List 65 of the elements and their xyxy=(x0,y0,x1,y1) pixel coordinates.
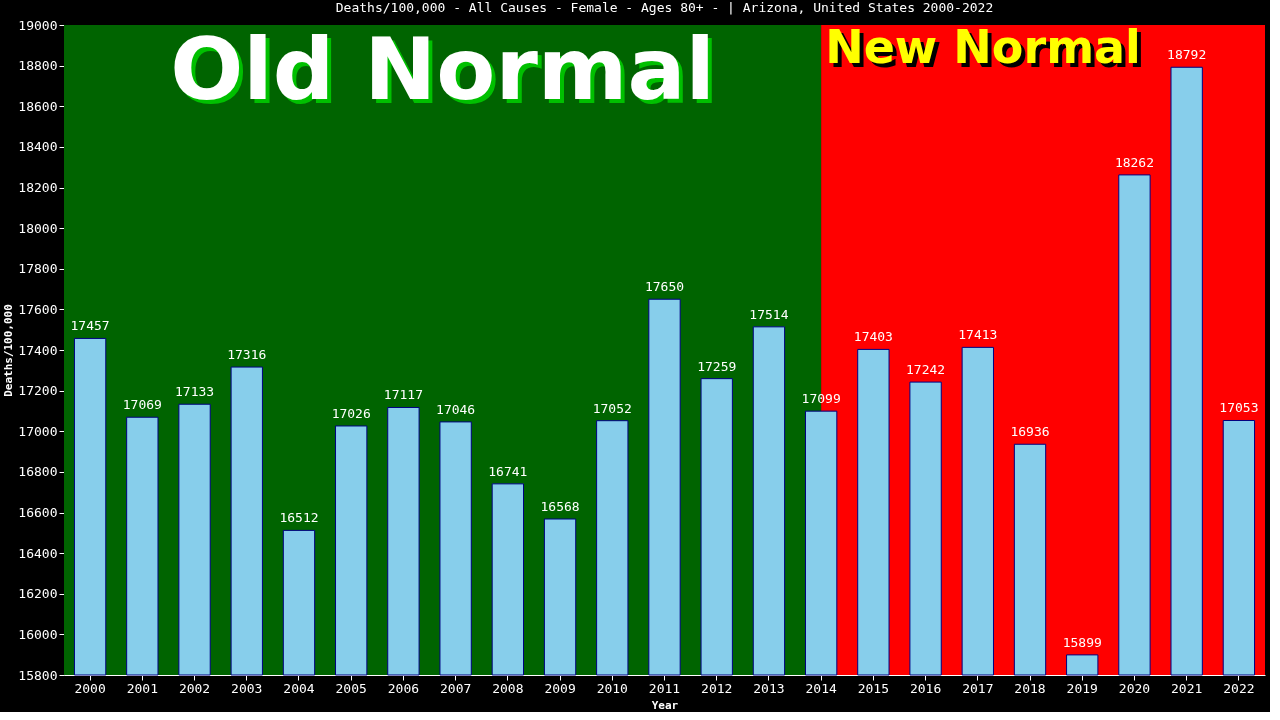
y-tick-label: 16200 xyxy=(18,586,58,602)
y-tick-label: 16800 xyxy=(18,464,58,480)
x-tick-label: 2018 xyxy=(1014,680,1046,696)
y-tick-label: 18200 xyxy=(18,180,58,195)
data-label: 17316 xyxy=(227,347,267,363)
x-tick-label: 2009 xyxy=(544,680,576,696)
data-label: 17026 xyxy=(331,405,371,421)
data-label: 17242 xyxy=(906,362,946,378)
y-tick-label: 17800 xyxy=(18,261,58,277)
data-label: 16512 xyxy=(279,510,319,526)
data-label: 17650 xyxy=(644,279,685,295)
x-tick-label: 2006 xyxy=(387,680,420,696)
x-tick-label: 2005 xyxy=(335,680,367,696)
x-tick-label: 2016 xyxy=(909,680,942,696)
y-tick-label: 17400 xyxy=(18,342,58,358)
y-tick-label: 17600 xyxy=(18,301,58,317)
x-tick-label: 2015 xyxy=(857,680,890,696)
data-label: 18262 xyxy=(1114,154,1155,170)
data-label: 17514 xyxy=(749,306,789,322)
data-label: 17457 xyxy=(70,318,110,334)
x-tick-label: 2002 xyxy=(178,680,211,696)
data-label: 16568 xyxy=(540,499,580,514)
data-label: 17069 xyxy=(122,397,162,413)
data-label: 17052 xyxy=(592,400,632,416)
data-label: 17413 xyxy=(958,327,998,343)
x-tick-label: 2000 xyxy=(74,680,106,696)
x-axis-title: Year xyxy=(651,698,679,712)
y-tick-label: 17200 xyxy=(18,383,58,399)
y-tick-label: 18600 xyxy=(18,98,58,114)
x-tick-label: 2011 xyxy=(648,680,681,696)
x-tick-label: 2017 xyxy=(962,680,994,696)
data-label: 16936 xyxy=(1010,424,1050,440)
y-tick-label: 15800 xyxy=(18,667,58,683)
y-tick-label: 18400 xyxy=(18,139,58,155)
x-tick-label: 2003 xyxy=(231,680,263,696)
data-label: 17259 xyxy=(697,358,737,374)
data-label: 15899 xyxy=(1062,634,1102,650)
x-tick-label: 2014 xyxy=(805,680,837,696)
y-tick-label: 18800 xyxy=(18,58,58,74)
data-label: 17117 xyxy=(383,387,423,403)
x-tick-label: 2012 xyxy=(701,680,733,696)
x-tick-label: 2001 xyxy=(126,680,158,696)
y-tick-label: 16600 xyxy=(18,505,58,520)
x-tick-label: 2008 xyxy=(492,680,524,696)
y-tick-label: 16000 xyxy=(18,626,58,642)
x-tick-label: 2019 xyxy=(1066,680,1098,696)
data-label: 16741 xyxy=(488,463,528,479)
x-tick-label: 2021 xyxy=(1171,680,1203,696)
x-tick-label: 2020 xyxy=(1118,680,1151,696)
x-tick-label: 2010 xyxy=(596,680,628,696)
data-label: 17133 xyxy=(174,384,215,400)
data-label: 17053 xyxy=(1219,400,1259,416)
data-label: 17046 xyxy=(436,401,476,417)
x-tick-label: 2004 xyxy=(283,680,315,696)
y-axis-title: Deaths/100,000 xyxy=(2,304,16,397)
chart-title: Deaths/100,000 - All Causes - Female - Ages 80+ - | Arizona, United States 2000-2022 xyxy=(335,0,994,15)
x-tick-label: 2022 xyxy=(1223,680,1255,696)
y-tick-label: 16400 xyxy=(18,545,58,561)
x-tick-label: 2007 xyxy=(439,680,472,696)
data-label: 17403 xyxy=(853,329,893,345)
y-tick-label: 17000 xyxy=(18,423,58,439)
y-tick-label: 18000 xyxy=(18,220,58,236)
y-tick-label: 19000 xyxy=(18,17,58,33)
x-tick-label: 2013 xyxy=(753,680,785,696)
data-label: 18792 xyxy=(1167,47,1207,63)
